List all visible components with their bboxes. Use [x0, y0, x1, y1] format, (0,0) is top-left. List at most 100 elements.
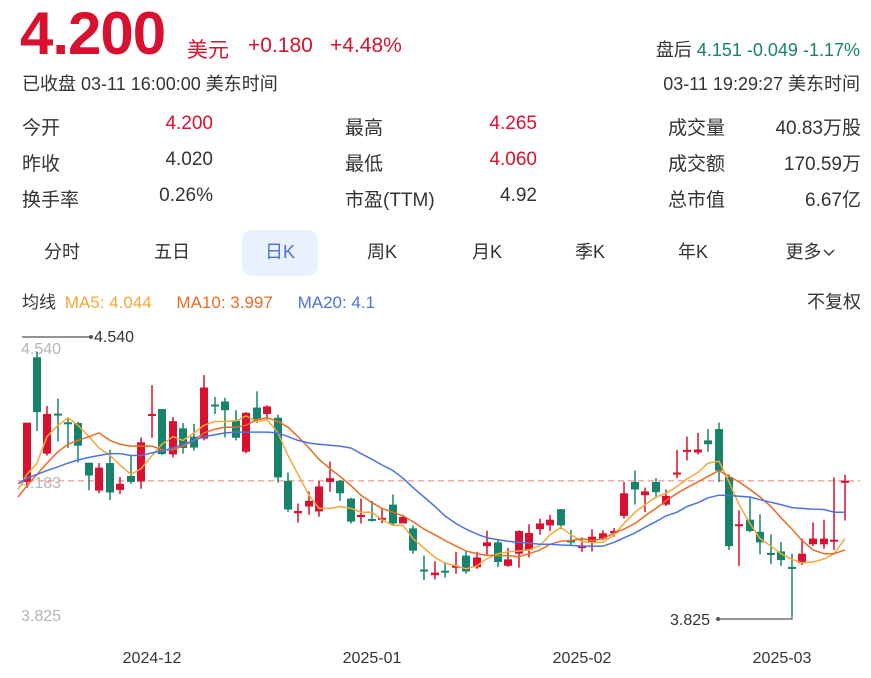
after-hours-label: 盘后	[655, 40, 692, 60]
after-hours-pct: -1.17%	[802, 40, 860, 60]
candle-body	[652, 481, 660, 493]
candle-body	[504, 559, 512, 566]
candle-body	[106, 463, 114, 493]
candle-body	[263, 406, 271, 414]
candle-body	[85, 462, 93, 476]
x-axis-label: 2025-03	[753, 650, 812, 667]
stat-label: 最低	[345, 154, 384, 175]
candle-body	[33, 357, 41, 413]
candle-body	[274, 417, 282, 478]
candle-body	[347, 498, 355, 522]
ma10-value: MA10: 3.997	[176, 293, 273, 312]
candle-body	[767, 552, 775, 555]
candle-body	[148, 413, 156, 416]
after-hours-time: 03-11 19:29:27 美东时间	[663, 74, 860, 94]
x-axis-label: 2024-12	[123, 650, 182, 667]
candle-body	[704, 440, 712, 445]
stat-label: 市盈(TTM)	[345, 190, 435, 211]
candle-body	[473, 557, 481, 568]
candle-body	[294, 511, 302, 514]
stat-label: 换手率	[22, 190, 80, 211]
tab-label: 月K	[471, 242, 502, 262]
candle-body	[746, 519, 754, 532]
candle-body	[389, 504, 397, 524]
stat-label: 成交量	[668, 118, 726, 139]
ma-legend: 均线 MA5: 4.044 MA10: 3.997 MA20: 4.1	[22, 288, 375, 313]
ma20-line	[17, 431, 845, 547]
candle-body	[326, 478, 334, 482]
candle-body	[336, 480, 344, 494]
candle-body	[557, 509, 565, 526]
after-hours-quote: 盘后 4.151 -0.049 -1.17%	[656, 36, 860, 62]
tab-5[interactable]: 季K	[555, 230, 625, 276]
kline-chart[interactable]: 4.540 4.183 3.825 4.540 3.825 2024-12 2025-01 2…	[0, 320, 871, 673]
min-marker-line	[718, 616, 793, 620]
max-marker-label: 4.540	[94, 329, 134, 346]
y-axis-label: 4.183	[21, 475, 61, 492]
candle-body	[179, 428, 187, 448]
candle-body	[54, 413, 62, 416]
stat-label: 昨收	[22, 154, 61, 175]
candle-body	[399, 517, 407, 524]
y-axis-label: 3.825	[21, 608, 61, 625]
candle-body	[200, 387, 208, 439]
candle-body	[567, 540, 575, 543]
candle-body	[211, 404, 219, 407]
candle-body	[232, 420, 240, 438]
candle-body	[420, 569, 428, 572]
candle-body	[315, 486, 323, 512]
candle-body	[735, 524, 743, 527]
stat-value: 40.83万股	[775, 118, 861, 139]
tab-3[interactable]: 周K	[347, 230, 417, 276]
candle-body	[483, 542, 491, 547]
tab-label: 季K	[574, 242, 605, 262]
tab-label: 日K	[264, 242, 295, 262]
tab-0[interactable]: 分时	[27, 230, 97, 276]
tab-label: 五日	[154, 242, 190, 262]
tab-4[interactable]: 月K	[452, 230, 522, 276]
x-axis-label: 2025-01	[343, 650, 402, 667]
candle-body	[431, 572, 439, 576]
chevron-down-icon	[822, 242, 835, 262]
ma-label: 均线	[22, 293, 56, 312]
candle-body	[631, 481, 639, 490]
candle-body	[221, 401, 229, 411]
candle-body	[777, 551, 785, 561]
candle-body	[641, 491, 649, 496]
candle-body	[809, 538, 817, 545]
candle-body	[820, 538, 828, 545]
tab-6[interactable]: 年K	[658, 230, 728, 276]
period-tabs: 分时 五日 日K 周K 月K 季K 年K 更多	[20, 230, 860, 276]
candle-body	[588, 536, 596, 543]
min-marker-label: 3.825	[670, 612, 710, 629]
candle-body	[253, 407, 261, 420]
candle-body	[116, 483, 124, 490]
tab-2[interactable]: 日K	[242, 230, 318, 276]
adjust-selector[interactable]: 不复权	[807, 292, 861, 312]
candle-body	[43, 413, 51, 454]
stat-label: 总市值	[668, 190, 726, 211]
candle-body	[284, 480, 292, 510]
candle-body	[95, 467, 103, 491]
candle-body	[127, 475, 135, 482]
ma5-line	[17, 415, 846, 570]
stat-value: 4.060	[489, 149, 537, 170]
candle-body	[694, 449, 702, 453]
tab-1[interactable]: 五日	[137, 230, 207, 276]
candle-body	[137, 442, 145, 482]
candle-body	[368, 518, 376, 521]
candle-body	[715, 429, 723, 471]
candle-body	[357, 514, 365, 518]
tab-7[interactable]: 更多	[775, 230, 845, 276]
candle-body	[441, 570, 449, 573]
price-change: +0.180	[248, 34, 313, 57]
candle-body	[673, 472, 681, 475]
candle-body	[683, 449, 691, 452]
candle-body	[610, 531, 618, 534]
max-marker-dot	[89, 335, 93, 339]
stat-value: 170.59万	[783, 154, 861, 175]
stat-value: 4.92	[500, 185, 537, 206]
candle-body	[74, 423, 82, 446]
tab-label: 更多	[785, 242, 822, 262]
candle-body	[452, 565, 460, 568]
